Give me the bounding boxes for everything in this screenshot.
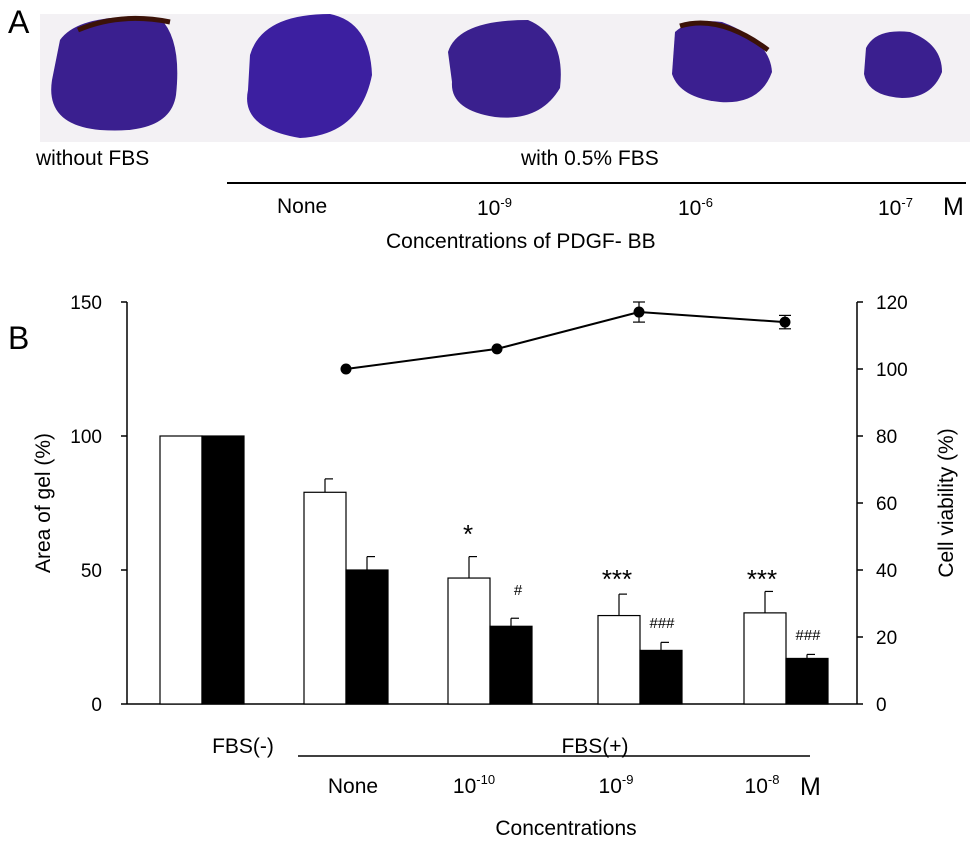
significance-marker: ### <box>649 615 675 632</box>
bar-filled <box>201 435 245 705</box>
panel-b-label: B <box>8 320 30 356</box>
right-y-tick-label: 40 <box>876 561 897 582</box>
fbs-plus-group-label: FBS(+) <box>561 735 628 758</box>
right-y-axis-title: Cell viability (%) <box>935 428 958 577</box>
left-y-tick-label: 0 <box>91 695 102 716</box>
left-y-tick-label: 150 <box>70 293 102 314</box>
viability-point <box>491 343 503 355</box>
bar-open <box>743 612 787 705</box>
gel-image-conc-1 <box>448 20 561 118</box>
significance-marker: # <box>514 582 523 599</box>
category-label-conc-1: 10-10 <box>453 772 495 798</box>
panel-a-xlabel: Concentrations of PDGF- BB <box>386 230 656 253</box>
significance-marker: * <box>463 519 473 549</box>
right-y-tick-label: 120 <box>876 293 908 314</box>
bar-open <box>159 435 203 705</box>
conc-label-1: 10-9 <box>477 195 512 220</box>
conc-label-none: None <box>277 195 328 218</box>
category-label-conc-3: 10-8 <box>745 772 780 798</box>
label-without-fbs: without FBS <box>36 147 150 170</box>
gel-photo-strip <box>40 14 970 142</box>
gel-image-conc-2 <box>672 21 772 103</box>
unit-label-b: M <box>800 773 821 801</box>
bar-open <box>303 491 347 705</box>
gel-image-none <box>247 14 372 138</box>
right-y-tick-label: 20 <box>876 628 897 649</box>
with-fbs-bracket-line <box>227 182 966 184</box>
conc-label-2: 10-6 <box>678 195 713 220</box>
bar-open <box>447 577 491 705</box>
left-y-tick-label: 50 <box>81 561 102 582</box>
unit-label-a: M <box>943 193 964 221</box>
bar-filled <box>639 649 683 705</box>
viability-line <box>345 311 786 370</box>
left-y-tick-label: 100 <box>70 427 102 448</box>
significance-marker: *** <box>747 564 777 594</box>
gel-image-without-fbs <box>51 16 178 131</box>
viability-point <box>633 306 645 318</box>
bar-filled <box>785 657 829 705</box>
category-label-none: None <box>328 775 378 798</box>
right-y-tick-label: 0 <box>876 695 887 716</box>
bar-open <box>597 614 641 705</box>
x-axis-title: Concentrations <box>495 817 636 840</box>
viability-point <box>779 316 791 328</box>
bar-filled <box>345 569 389 705</box>
significance-marker: ### <box>795 627 821 644</box>
right-y-tick-label: 60 <box>876 494 897 515</box>
category-label-conc-2: 10-9 <box>599 772 634 798</box>
label-with-fbs: with 0.5% FBS <box>521 147 659 170</box>
bar-filled <box>489 625 533 705</box>
right-y-tick-label: 80 <box>876 427 897 448</box>
conc-label-3: 10-7 <box>878 195 913 220</box>
right-y-tick-label: 100 <box>876 360 908 381</box>
panel-a-label: A <box>8 4 30 40</box>
significance-marker: *** <box>602 564 632 594</box>
gel-image-conc-3 <box>864 31 942 98</box>
left-y-axis-title: Area of gel (%) <box>32 433 55 573</box>
viability-point <box>340 363 352 375</box>
category-label-fbs-minus: FBS(-) <box>212 735 274 758</box>
